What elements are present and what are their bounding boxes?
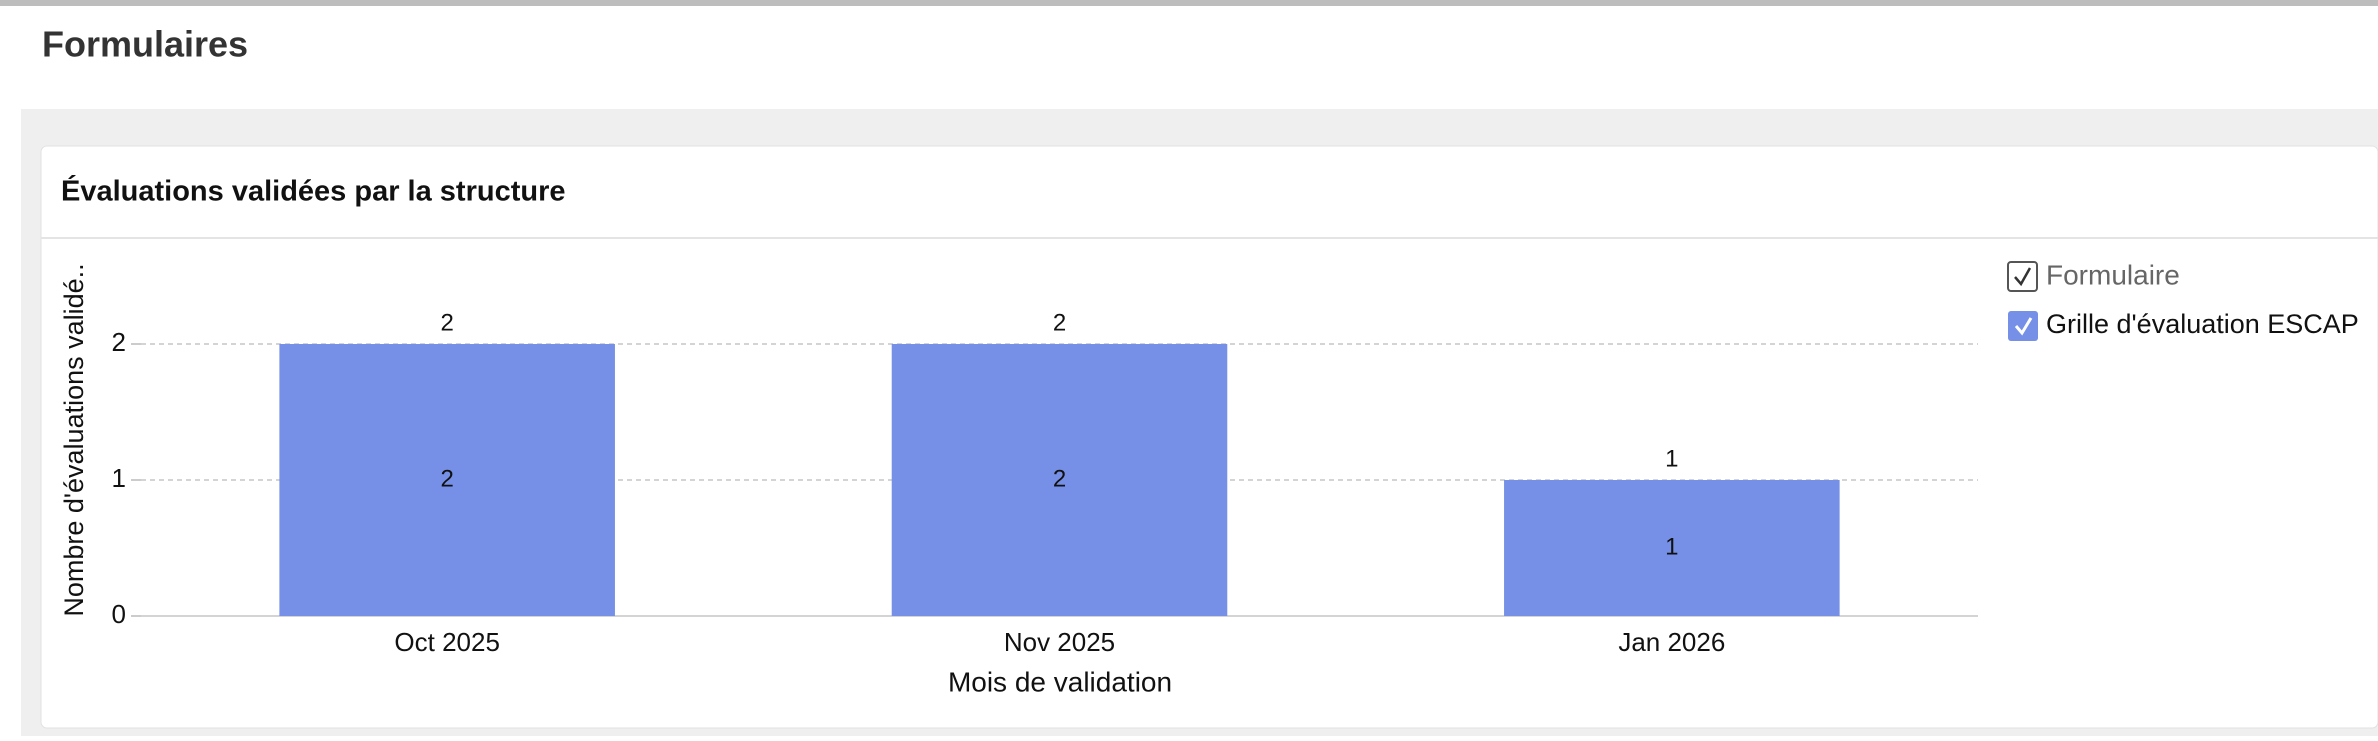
legend-title: Formulaire bbox=[2046, 259, 2180, 290]
x-axis-title: Mois de validation bbox=[948, 666, 1172, 697]
legend-checkbox[interactable] bbox=[2008, 311, 2038, 341]
legend-title-checkbox[interactable] bbox=[2007, 261, 2038, 292]
check-icon bbox=[2014, 267, 2032, 287]
x-tick-label: Oct 2025 bbox=[394, 627, 500, 657]
check-icon bbox=[2014, 317, 2033, 336]
y-tick-label: 1 bbox=[112, 463, 126, 493]
bar bbox=[1504, 480, 1840, 616]
value-label-top: 2 bbox=[1053, 309, 1066, 336]
value-label-inside: 2 bbox=[440, 465, 453, 492]
value-label-inside: 2 bbox=[1053, 465, 1066, 492]
y-tick-label: 0 bbox=[112, 599, 126, 629]
top-border bbox=[0, 0, 2378, 6]
y-tick-label: 2 bbox=[112, 327, 126, 357]
bar bbox=[279, 344, 615, 616]
value-label-top: 1 bbox=[1665, 445, 1678, 472]
value-label-top: 2 bbox=[440, 309, 453, 336]
value-label-inside: 1 bbox=[1665, 533, 1678, 560]
page-title: Formulaires bbox=[42, 24, 248, 65]
card-title: Évaluations validées par la structure bbox=[61, 174, 565, 208]
y-axis-title: Nombre d'évaluations validé.. bbox=[59, 263, 89, 616]
x-tick-label: Jan 2026 bbox=[1618, 627, 1725, 657]
bar bbox=[891, 344, 1228, 616]
x-tick-label: Nov 2025 bbox=[1004, 627, 1115, 657]
legend-entry[interactable]: Grille d'évaluation ESCAP bbox=[2046, 309, 2359, 339]
